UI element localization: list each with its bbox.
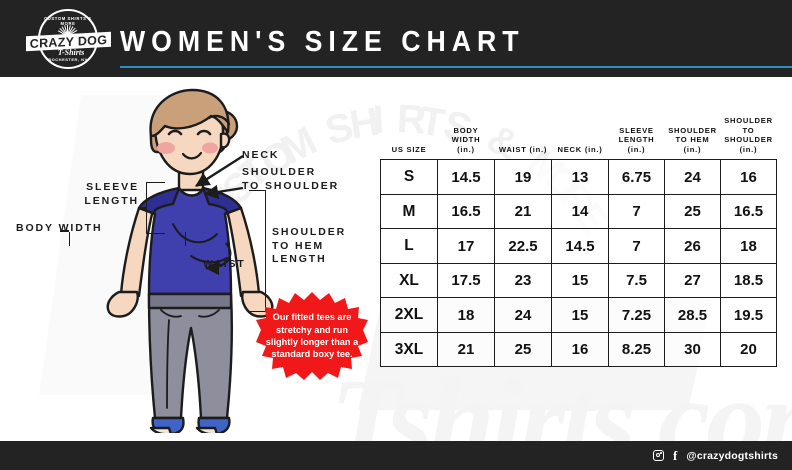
facebook-icon[interactable]: f: [673, 448, 678, 463]
size-label-cell: M: [380, 193, 438, 230]
measurement-cell: 14: [551, 193, 609, 230]
measurement-cell: 16: [551, 331, 609, 368]
table-row: 2XL 18 24 15 7.25 28.5 19.5: [380, 297, 777, 333]
measurement-cell: 25: [664, 193, 721, 230]
label-shoulder-to-shoulder: SHOULDER TO SHOULDER: [242, 166, 340, 192]
measurement-cell: 20: [720, 331, 777, 368]
measurement-cell: 17.5: [437, 262, 495, 299]
table-row: XL 17.5 23 15 7.5 27 18.5: [380, 262, 777, 299]
measurement-cell: 16: [720, 159, 777, 195]
size-label-cell: XL: [380, 262, 438, 299]
measurement-cell: 18: [720, 228, 777, 264]
measurement-cell: 17: [437, 228, 495, 264]
label-sleeve-length: SLEEVE LENGTH: [84, 181, 139, 207]
measurement-cell: 24: [664, 159, 721, 195]
page-title: WOMEN'S SIZE CHART: [120, 26, 525, 58]
table-row: S 14.5 19 13 6.75 24 16: [380, 159, 777, 195]
brand-logo: CUSTOM SHIRTS & MORE CRAZY DOG T-Shirts …: [24, 9, 119, 69]
woman-illustration: [106, 88, 274, 433]
title-underline: [120, 66, 792, 68]
label-body-width: BODY WIDTH: [16, 222, 103, 234]
size-label-cell: S: [380, 159, 438, 195]
logo-sub-text: T-Shirts: [57, 48, 85, 57]
table-header-cell-4: SLEEVE LENGTH (in.): [618, 125, 655, 154]
measurement-cell: 15: [551, 262, 609, 299]
table-body: S 14.5 19 13 6.75 24 16 M 16.5 21 14 7 25 16.5 L 17 22.5…: [380, 159, 777, 368]
measurement-cell: 15: [551, 297, 609, 333]
measurement-cell: 21: [437, 331, 495, 368]
logo-sunburst-icon: [54, 22, 82, 37]
fit-note-badge: Our fitted tees are stretchy and run sli…: [256, 292, 368, 380]
instagram-icon[interactable]: [653, 450, 665, 461]
table-header-cell-3: NECK (in.): [557, 144, 603, 154]
table-header-cell-0: US SIZE: [391, 144, 427, 154]
table-row: L 17 22.5 14.5 7 26 18: [380, 228, 777, 264]
measurement-cell: 14.5: [437, 159, 495, 195]
table-header-cell-5: SHOULDER TO HEM (in.): [668, 125, 717, 154]
table-header-cell-2: WAIST (in.): [498, 144, 548, 154]
bracket-sleeve-length: [146, 182, 165, 234]
size-label-cell: L: [380, 228, 438, 264]
measurement-cell: 27: [664, 262, 721, 299]
social-handle[interactable]: @crazydogtshirts: [686, 449, 778, 462]
table-header-row: US SIZE BODY WIDTH (in.) WAIST (in.) NECK (…: [381, 116, 777, 160]
measurement-cell: 7: [608, 193, 665, 230]
measurement-cell: 21: [494, 193, 552, 230]
measurement-cell: 24: [494, 297, 552, 333]
measurement-cell: 22.5: [494, 228, 552, 264]
table-row: M 16.5 21 14 7 25 16.5: [380, 193, 777, 230]
measurement-cell: 18: [437, 297, 495, 333]
measurement-cell: 8.25: [608, 331, 665, 368]
social-links: f @crazydogtshirts: [653, 449, 778, 462]
measurement-cell: 26: [664, 228, 721, 264]
footer-bar: f @crazydogtshirts: [0, 441, 792, 470]
size-table-wrapper: US SIZE BODY WIDTH (in.) WAIST (in.) NECK (…: [380, 116, 777, 368]
measurement-cell: 19: [494, 159, 552, 195]
measurement-cell: 25: [494, 331, 552, 368]
measurement-cell: 7: [608, 228, 665, 264]
size-label-cell: 2XL: [380, 297, 438, 333]
starburst-shape: [256, 292, 368, 380]
measurement-cell: 30: [664, 331, 721, 368]
measurement-cell: 23: [494, 262, 552, 299]
size-label-cell: 3XL: [380, 331, 438, 368]
measurement-cell: 13: [551, 159, 609, 195]
logo-arc-bottom-text: ROCHESTER, NY: [48, 57, 88, 62]
measurement-cell: 7.25: [608, 297, 665, 333]
table-header-cell-6: SHOULDER TO SHOULDER (in.): [724, 116, 773, 154]
measurement-cell: 16.5: [437, 193, 495, 230]
size-table: US SIZE BODY WIDTH (in.) WAIST (in.) NECK (…: [380, 116, 777, 368]
header-bar: CUSTOM SHIRTS & MORE CRAZY DOG T-Shirts …: [0, 0, 792, 77]
measurement-cell: 7.5: [608, 262, 665, 299]
table-head: US SIZE BODY WIDTH (in.) WAIST (in.) NECK (…: [381, 116, 777, 160]
table-header-cell-1: BODY WIDTH (in.): [451, 125, 481, 154]
table-row: 3XL 21 25 16 8.25 30 20: [380, 331, 777, 368]
measurement-cell: 18.5: [720, 262, 777, 299]
measurement-cell: 6.75: [608, 159, 665, 195]
measurement-cell: 14.5: [551, 228, 609, 264]
measurement-cell: 28.5: [664, 297, 721, 333]
label-shoulder-to-hem: SHOULDER TO HEM LENGTH: [272, 226, 347, 265]
bracket-shoulder-to-hem: [249, 190, 266, 312]
measurement-cell: 19.5: [720, 297, 777, 333]
bracket-body-width: [69, 232, 186, 246]
measurement-cell: 16.5: [720, 193, 777, 230]
label-neck: NECK: [242, 149, 280, 161]
logo-arc-top-text: CUSTOM SHIRTS & MORE: [44, 16, 92, 26]
fit-note-text: Our fitted tees are stretchy and run sli…: [265, 312, 359, 360]
